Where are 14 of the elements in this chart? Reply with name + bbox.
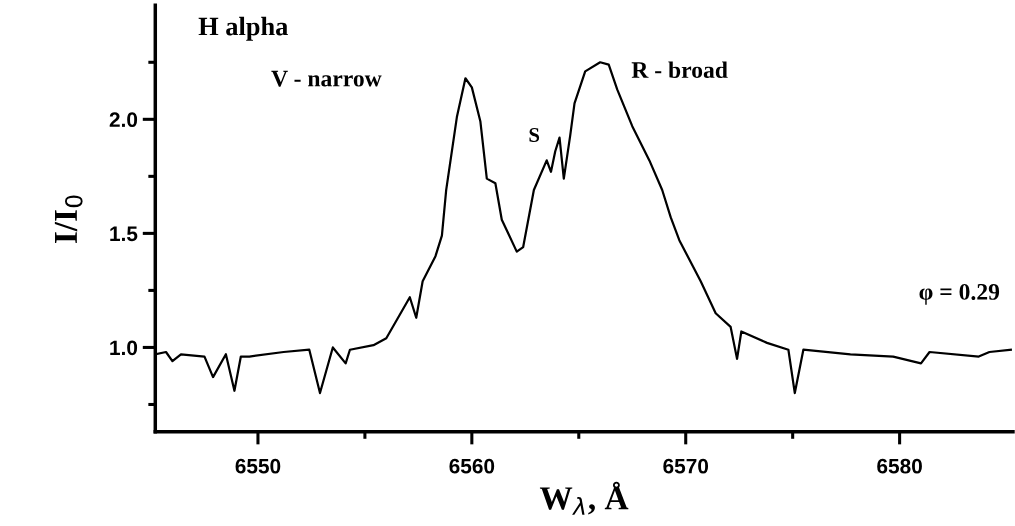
x-tick-label: 6580 xyxy=(877,458,922,474)
x-axis-title: W$_{λ}$, Å xyxy=(539,481,629,515)
x-tick-label: 6550 xyxy=(235,458,281,474)
x-tick-label: 6570 xyxy=(663,458,709,474)
y-tick-label: 1.5 xyxy=(110,226,138,242)
annotation: H alpha xyxy=(198,16,288,41)
annotation: φ = 0.29 xyxy=(919,283,1000,305)
annotation: V - narrow xyxy=(271,70,382,87)
y-tick-label: 2.0 xyxy=(109,112,138,128)
y-tick-label: 1.0 xyxy=(110,340,138,356)
y-axis-title: I/I$_{0}$ xyxy=(54,195,83,244)
annotation: R - broad xyxy=(631,61,728,79)
annotation: S xyxy=(529,127,540,142)
x-tick-label: 6560 xyxy=(449,458,495,474)
